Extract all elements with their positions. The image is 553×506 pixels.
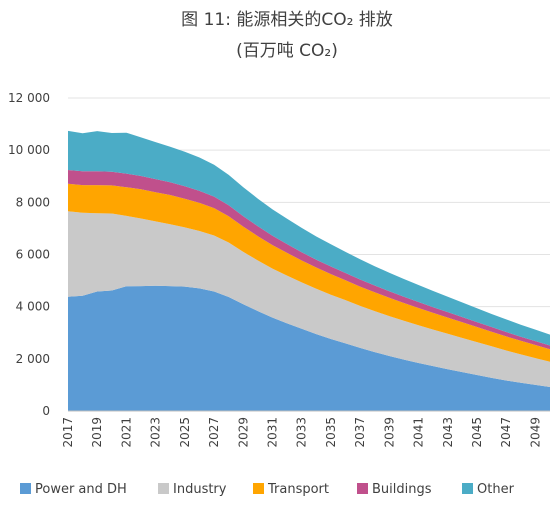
x-tick-label: 2019 xyxy=(90,417,104,448)
legend-swatch xyxy=(20,483,31,494)
y-tick-label: 2 000 xyxy=(16,352,50,366)
y-tick-label: 10 000 xyxy=(8,143,50,157)
legend-label: Industry xyxy=(173,482,227,497)
stacked-areas xyxy=(68,130,550,411)
y-tick-label: 8 000 xyxy=(16,195,50,209)
y-tick-label: 0 xyxy=(42,404,50,418)
x-tick-label: 2017 xyxy=(61,417,75,448)
chart-title: 图 11: 能源相关的CO₂ 排放 xyxy=(181,10,393,30)
legend-label: Power and DH xyxy=(35,482,127,497)
x-tick-label: 2031 xyxy=(266,417,280,448)
x-tick-label: 2027 xyxy=(207,417,221,448)
legend-label: Transport xyxy=(267,482,329,497)
x-tick-label: 2047 xyxy=(499,417,513,448)
x-tick-label: 2049 xyxy=(528,417,542,448)
x-tick-label: 2043 xyxy=(441,417,455,448)
y-tick-label: 4 000 xyxy=(16,300,50,314)
area-power-and-dh xyxy=(68,285,550,411)
legend-label: Buildings xyxy=(372,482,432,497)
legend-swatch xyxy=(357,483,368,494)
x-tick-label: 2023 xyxy=(149,417,163,448)
x-tick-label: 2035 xyxy=(324,417,338,448)
x-tick-label: 2039 xyxy=(382,417,396,448)
x-tick-label: 2025 xyxy=(178,417,192,448)
axes: 0 2 000 4 000 6 000 8 000 10 000 12 000 2017 201… xyxy=(8,91,550,448)
area-other xyxy=(68,130,550,346)
x-tick-label: 2045 xyxy=(470,417,484,448)
legend-swatch xyxy=(253,483,264,494)
chart-subtitle: (百万吨 CO₂) xyxy=(236,41,338,61)
y-tick-label: 12 000 xyxy=(8,91,50,105)
area-buildings xyxy=(68,170,550,350)
x-tick-label: 2041 xyxy=(412,417,426,448)
y-tick-label: 6 000 xyxy=(16,248,50,262)
x-tick-label: 2021 xyxy=(119,417,133,448)
x-tick-label: 2029 xyxy=(236,417,250,448)
area-industry xyxy=(68,211,550,387)
x-tick-label: 2033 xyxy=(295,417,309,448)
legend-swatch xyxy=(158,483,169,494)
legend: Power and DH Industry Transport Buildings Ot… xyxy=(20,482,515,497)
legend-swatch xyxy=(462,483,473,494)
x-tick-label: 2037 xyxy=(353,417,367,448)
legend-label: Other xyxy=(477,482,515,497)
area-transport xyxy=(68,183,550,362)
